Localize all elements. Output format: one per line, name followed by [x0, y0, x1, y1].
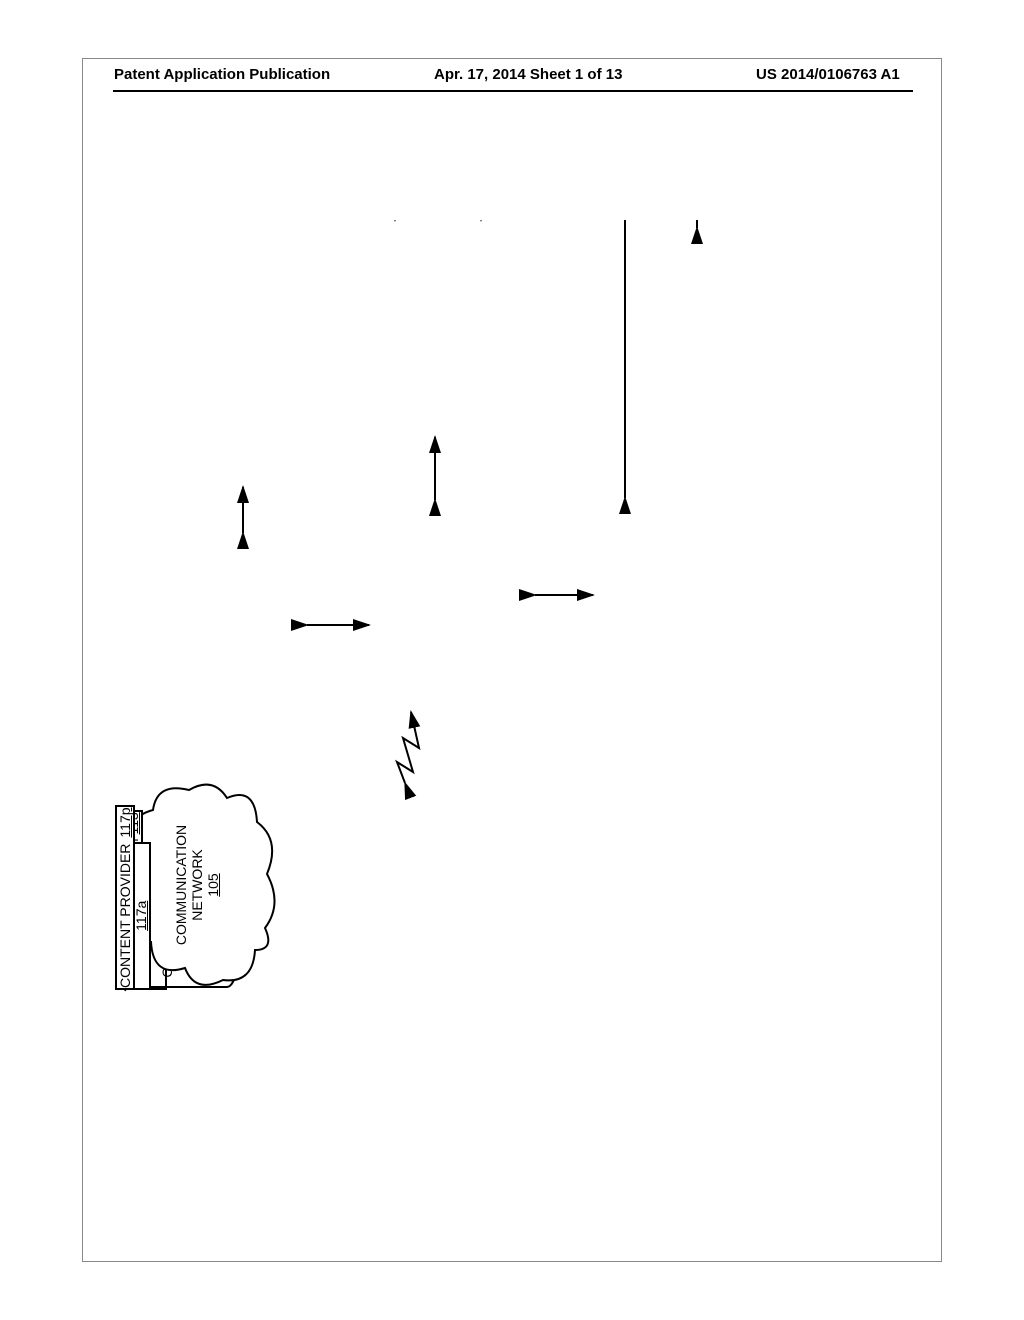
header-rule	[113, 90, 913, 92]
cp-a-ref: 117a	[133, 901, 149, 931]
cloud-l1: COMMUNICATION	[173, 825, 189, 945]
content-provider-p-box: CONTENT PROVIDER 117p	[115, 805, 135, 990]
header-mid: Apr. 17, 2014 Sheet 1 of 13	[434, 66, 622, 83]
diagram-canvas: FIG. 1A 100 119 USER EQUIPMENT (UE) 101a	[115, 220, 905, 990]
cp-p-ref: 117p	[117, 807, 133, 837]
header-left: Patent Application Publication	[114, 66, 330, 83]
header-right: US 2014/0106763 A1	[756, 66, 900, 83]
cp-p-label: CONTENT PROVIDER	[117, 844, 133, 988]
cloud-label: COMMUNICATION NETWORK 105	[173, 780, 221, 990]
cloud-l2: NETWORK	[189, 849, 205, 921]
cloud-ref: 105	[205, 873, 221, 896]
